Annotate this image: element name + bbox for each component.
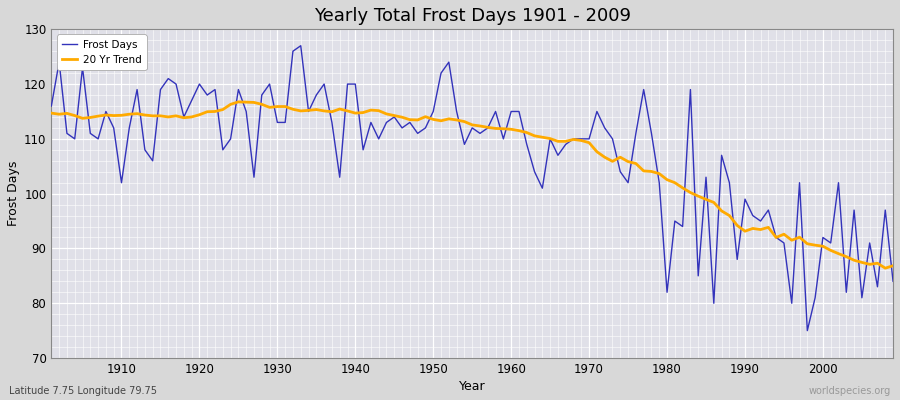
X-axis label: Year: Year (459, 380, 485, 393)
Legend: Frost Days, 20 Yr Trend: Frost Days, 20 Yr Trend (57, 34, 147, 70)
20 Yr Trend (608, 159, 618, 164)
Frost Days (295, 43, 306, 48)
Frost Days (506, 109, 517, 114)
Frost Days (46, 104, 57, 108)
Line: 20 Yr Trend: 20 Yr Trend (51, 102, 893, 268)
Line: Frost Days: Frost Days (51, 46, 893, 331)
Text: worldspecies.org: worldspecies.org (809, 386, 891, 396)
20 Yr Trend (514, 128, 525, 133)
20 Yr Trend (506, 127, 517, 132)
Frost Days (514, 109, 525, 114)
20 Yr Trend (887, 263, 898, 268)
20 Yr Trend (46, 111, 57, 116)
Frost Days (108, 126, 119, 130)
Frost Days (334, 175, 345, 180)
20 Yr Trend (233, 100, 244, 104)
20 Yr Trend (287, 107, 298, 112)
20 Yr Trend (880, 266, 891, 270)
20 Yr Trend (334, 106, 345, 111)
Frost Days (608, 136, 618, 141)
Frost Days (887, 279, 898, 284)
20 Yr Trend (108, 113, 119, 118)
Frost Days (802, 328, 813, 333)
Title: Yearly Total Frost Days 1901 - 2009: Yearly Total Frost Days 1901 - 2009 (314, 7, 631, 25)
Y-axis label: Frost Days: Frost Days (7, 161, 20, 226)
Frost Days (280, 120, 291, 125)
Text: Latitude 7.75 Longitude 79.75: Latitude 7.75 Longitude 79.75 (9, 386, 157, 396)
